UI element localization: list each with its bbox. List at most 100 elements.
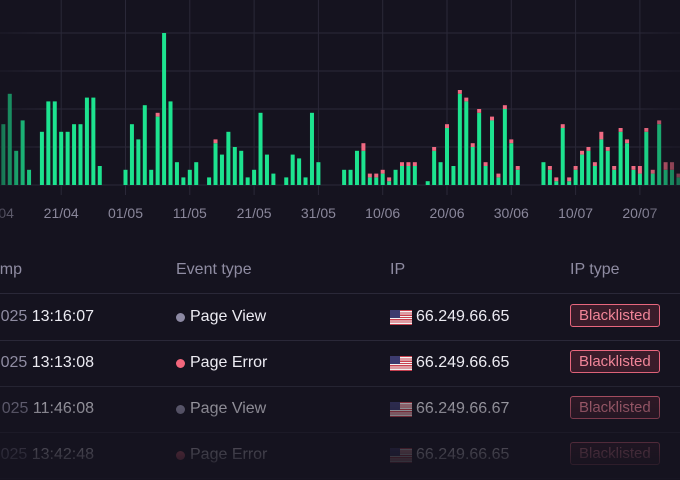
bar-page-views[interactable] [502, 109, 507, 185]
bar-page-views[interactable] [380, 173, 385, 185]
bar-page-views[interactable] [580, 154, 585, 185]
bar-page-views[interactable] [483, 166, 488, 185]
bar-page-views[interactable] [213, 143, 218, 185]
bar-page-views[interactable] [515, 169, 520, 185]
bar-page-views[interactable] [547, 169, 552, 185]
bar-page-views[interactable] [612, 169, 617, 185]
bar-page-errors[interactable] [457, 90, 462, 94]
bar-page-views[interactable] [599, 139, 604, 185]
bar-page-errors[interactable] [644, 128, 649, 132]
bar-page-errors[interactable] [483, 162, 488, 166]
bar-page-errors[interactable] [605, 147, 610, 151]
bar-page-errors[interactable] [560, 124, 565, 128]
bar-page-views[interactable] [271, 173, 276, 185]
bar-page-views[interactable] [676, 177, 680, 185]
bar-page-errors[interactable] [515, 166, 520, 170]
bar-page-views[interactable] [541, 162, 546, 185]
bar-page-views[interactable] [20, 120, 25, 185]
bar-page-errors[interactable] [213, 139, 218, 144]
bar-page-views[interactable] [509, 143, 514, 185]
bar-page-views[interactable] [361, 150, 366, 185]
bar-page-errors[interactable] [155, 112, 160, 117]
bar-page-views[interactable] [631, 169, 636, 185]
bar-page-views[interactable] [496, 177, 501, 185]
ip-type-badge[interactable]: Blacklisted [570, 304, 660, 327]
bar-page-errors[interactable] [406, 162, 411, 166]
table-row[interactable]: 025 13:16:07 Page View 66.249.66.65 Blackli… [0, 294, 680, 341]
bar-page-errors[interactable] [374, 173, 379, 178]
bar-page-views[interactable] [27, 169, 32, 185]
bar-page-views[interactable] [194, 162, 199, 185]
bar-page-views[interactable] [226, 131, 231, 185]
bar-page-errors[interactable] [567, 177, 572, 182]
bar-page-views[interactable] [264, 154, 269, 185]
bar-page-errors[interactable] [361, 143, 366, 151]
bar-page-views[interactable] [451, 166, 456, 185]
bar-page-views[interactable] [374, 177, 379, 185]
bar-page-errors[interactable] [580, 150, 585, 155]
bar-page-errors[interactable] [554, 177, 559, 182]
ip-type-badge[interactable]: Blacklisted [570, 396, 660, 419]
bar-page-views[interactable] [644, 131, 649, 185]
bar-page-views[interactable] [406, 166, 411, 185]
bar-page-views[interactable] [72, 124, 77, 185]
bar-page-views[interactable] [258, 112, 263, 185]
bar-page-errors[interactable] [586, 147, 591, 151]
bar-page-errors[interactable] [657, 120, 662, 125]
bar-page-views[interactable] [65, 131, 70, 185]
header-ip[interactable]: IP [390, 261, 406, 278]
table-row[interactable]: 025 11:46:08 Page View 66.249.66.67 Blackli… [0, 386, 680, 433]
bar-page-views[interactable] [245, 177, 250, 185]
header-event-type[interactable]: Event type [176, 261, 252, 278]
bar-page-views[interactable] [490, 120, 495, 185]
bar-page-views[interactable] [78, 124, 83, 185]
bar-page-views[interactable] [457, 93, 462, 185]
bar-page-views[interactable] [670, 169, 675, 185]
bar-page-views[interactable] [586, 150, 591, 185]
bar-page-views[interactable] [592, 166, 597, 185]
bar-page-views[interactable] [239, 150, 244, 185]
bar-page-views[interactable] [354, 150, 359, 185]
bar-page-errors[interactable] [502, 105, 507, 109]
ip-type-badge[interactable]: Blacklisted [570, 350, 660, 373]
bar-page-views[interactable] [650, 173, 655, 185]
bar-page-errors[interactable] [367, 173, 372, 178]
bar-page-views[interactable] [136, 139, 141, 185]
bar-page-views[interactable] [573, 169, 578, 185]
bar-page-views[interactable] [657, 124, 662, 185]
table-row[interactable]: 025 13:13:08 Page Error 66.249.66.65 Blackl… [0, 340, 680, 387]
bar-page-views[interactable] [399, 166, 404, 185]
bar-page-errors[interactable] [470, 143, 475, 147]
bar-page-views[interactable] [174, 162, 179, 185]
bar-page-errors[interactable] [592, 162, 597, 166]
bar-page-views[interactable] [348, 169, 353, 185]
bar-page-views[interactable] [367, 177, 372, 185]
bar-page-views[interactable] [297, 158, 302, 185]
bar-page-errors[interactable] [612, 166, 617, 170]
bar-page-views[interactable] [129, 124, 134, 185]
bar-page-errors[interactable] [387, 177, 392, 182]
bar-page-views[interactable] [387, 181, 392, 185]
bar-page-views[interactable] [438, 162, 443, 185]
bar-page-errors[interactable] [477, 109, 482, 113]
bar-page-errors[interactable] [547, 166, 552, 170]
bar-page-errors[interactable] [490, 116, 495, 121]
bar-page-errors[interactable] [663, 162, 668, 170]
bar-page-views[interactable] [52, 101, 57, 185]
bar-page-views[interactable] [142, 105, 147, 185]
bar-page-views[interactable] [46, 101, 51, 185]
bar-page-views[interactable] [123, 169, 128, 185]
bar-page-errors[interactable] [509, 139, 514, 144]
bar-page-views[interactable] [207, 177, 212, 185]
bar-page-views[interactable] [412, 166, 417, 185]
bar-page-errors[interactable] [676, 173, 680, 178]
bar-page-views[interactable] [149, 169, 154, 185]
bar-page-views[interactable] [567, 181, 572, 185]
bar-page-errors[interactable] [637, 166, 642, 174]
bar-page-errors[interactable] [631, 166, 636, 170]
bar-page-views[interactable] [393, 169, 398, 185]
header-ip-type[interactable]: IP type [570, 261, 620, 278]
bar-page-views[interactable] [181, 177, 186, 185]
bar-page-views[interactable] [1, 124, 6, 185]
bar-page-errors[interactable] [625, 139, 630, 144]
